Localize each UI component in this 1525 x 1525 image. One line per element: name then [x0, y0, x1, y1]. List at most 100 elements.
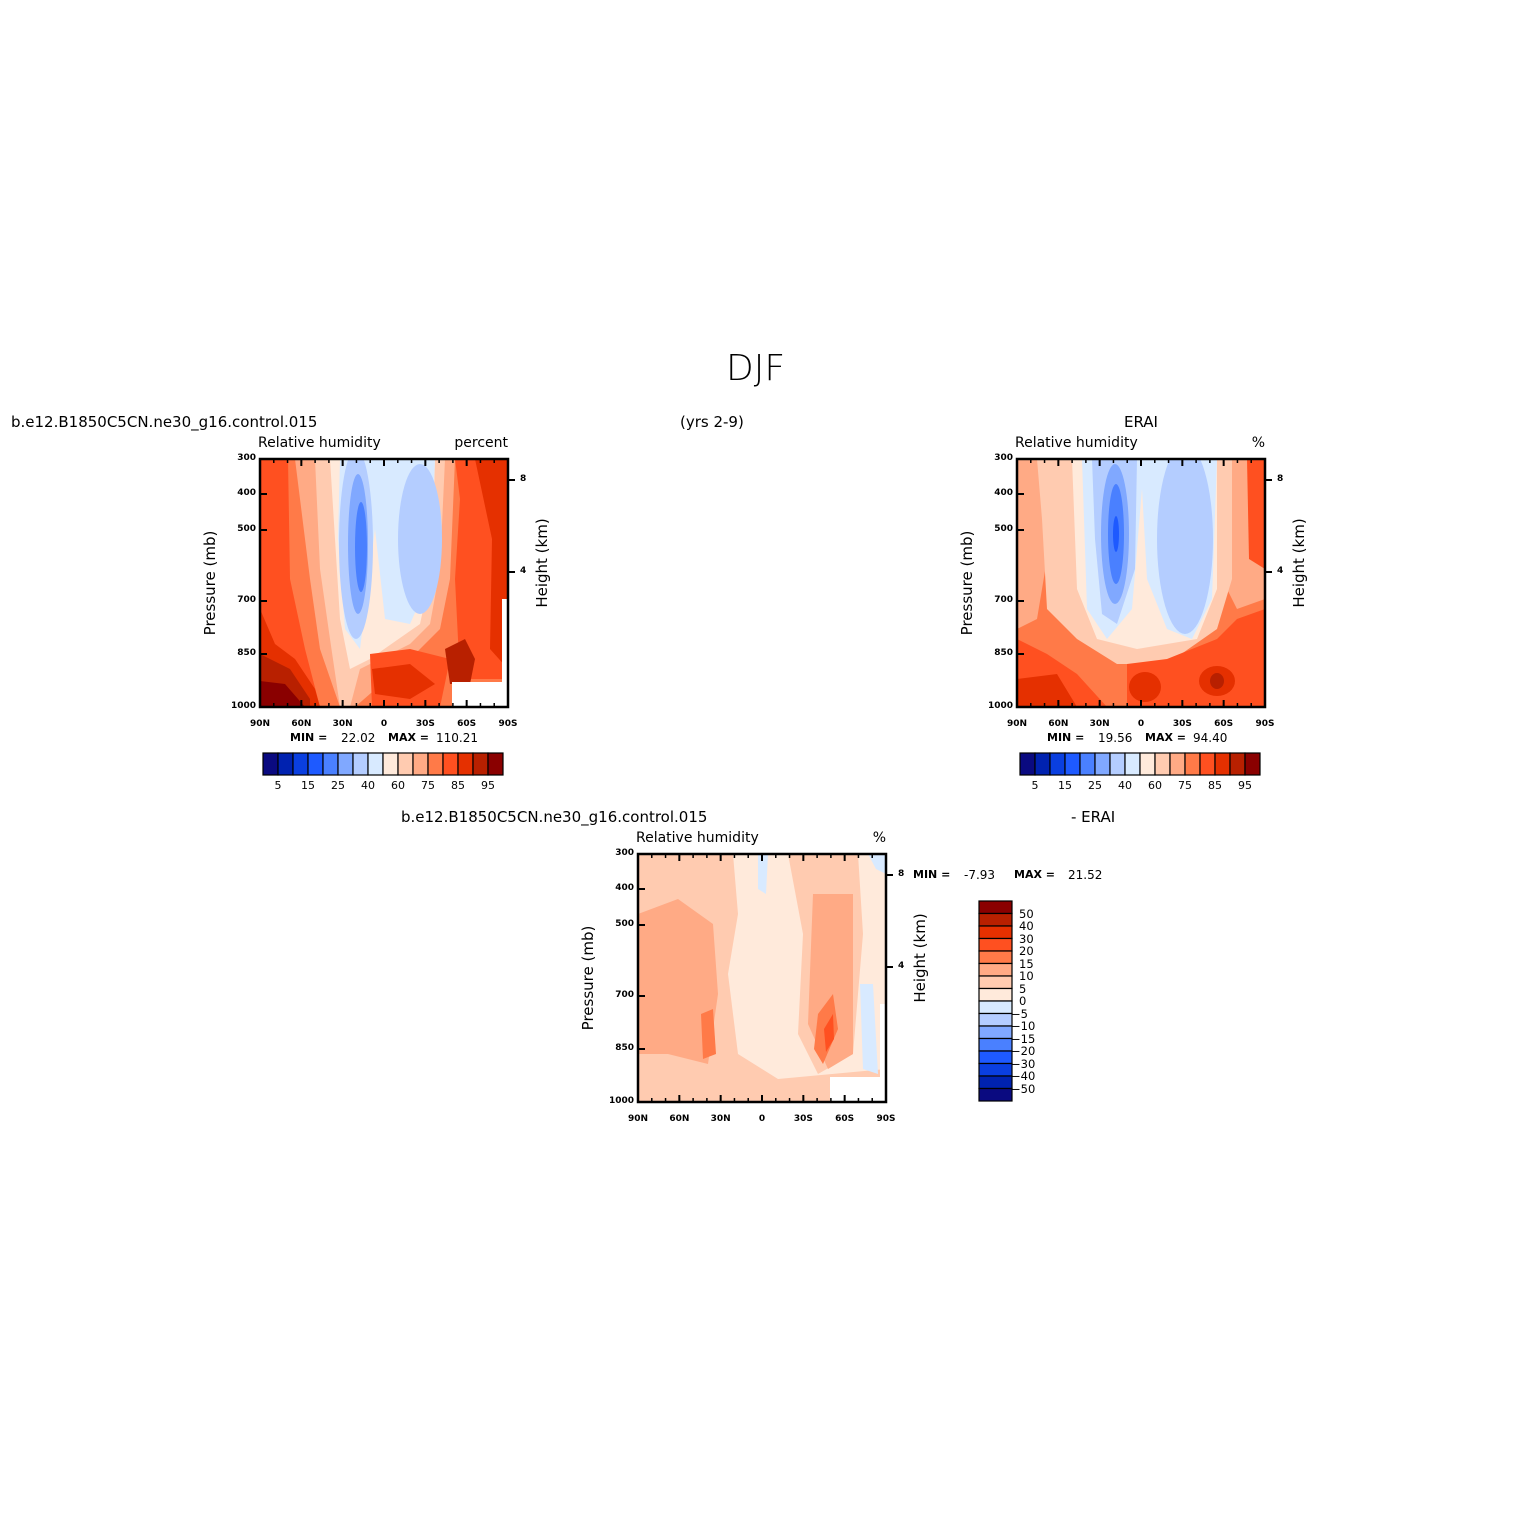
colorbar-box [1079, 752, 1096, 776]
colorbar-box [978, 925, 1013, 940]
colorbar-box [1244, 752, 1261, 776]
colorbar-box [352, 752, 369, 776]
left-string: Relative humidity [258, 435, 381, 451]
colorbar-label: 95 [1238, 779, 1252, 792]
colorbar-box [978, 1000, 1013, 1015]
y-tick-label: 300 [615, 848, 634, 858]
colorbar-label: −10 [1011, 1019, 1036, 1033]
contour-band [1113, 516, 1119, 552]
y-tick-label: 1000 [608, 1096, 634, 1106]
colorbar-box [978, 950, 1013, 965]
colorbar-label: 40 [1019, 919, 1034, 933]
colorbar-box [427, 752, 444, 776]
colorbar-box [412, 752, 429, 776]
right-string: percent [454, 435, 508, 451]
colorbar-label: 25 [331, 779, 345, 792]
contour-band [1210, 673, 1224, 689]
contour-band [475, 459, 508, 669]
x-tick-label: 60N [291, 719, 312, 729]
colorbar-box [1139, 752, 1156, 776]
panel-difference [638, 854, 886, 1102]
min-value: 19.56 [1098, 731, 1133, 745]
x-tick-label: 0 [758, 1114, 766, 1124]
contour-band [1247, 459, 1265, 569]
max-value: 94.40 [1193, 731, 1228, 745]
y-right-axis-label: Height (km) [533, 518, 551, 608]
colorbar-box [457, 752, 474, 776]
y-axis-label: Pressure (mb) [201, 530, 219, 636]
panel-model [260, 459, 508, 707]
colorbar-label: 60 [391, 779, 405, 792]
colorbar-box [978, 900, 1013, 915]
colorbar-label: 0 [1019, 994, 1027, 1008]
colorbar-label: 25 [1088, 779, 1102, 792]
colorbar-box [1094, 752, 1111, 776]
y-tick-label: 1000 [987, 701, 1013, 711]
colorbar-label: 20 [1019, 944, 1034, 958]
contour-band [398, 464, 442, 614]
y-right-tick-label: 4 [520, 566, 527, 576]
header-right: ERAI [1124, 413, 1158, 431]
x-tick-label: 90N [250, 719, 271, 729]
y-right-tick-label: 8 [520, 474, 527, 484]
y-axis-label: Pressure (mb) [958, 530, 976, 636]
colorbar-label: 40 [1118, 779, 1132, 792]
colorbar-box [262, 752, 279, 776]
x-tick-label: 90S [1255, 719, 1275, 729]
colorbar-label: 15 [1058, 779, 1072, 792]
colorbar-box [1109, 752, 1126, 776]
colorbar-label: −50 [1011, 1081, 1036, 1096]
y-tick-label: 700 [994, 595, 1013, 605]
contour-band [260, 681, 305, 707]
min-value: -7.93 [964, 868, 996, 882]
colorbar-label: 15 [1019, 956, 1034, 971]
x-tick-label: 60S [835, 1114, 855, 1124]
min-label: MIN = [290, 731, 328, 744]
min-value: 22.02 [341, 731, 376, 745]
colorbar-label: 15 [301, 779, 315, 792]
colorbar-box [1124, 752, 1141, 776]
header-left: b.e12.B1850C5CN.ne30_g16.control.015 [11, 413, 318, 431]
colorbar-label: 95 [481, 779, 495, 792]
min-label: MIN = [913, 868, 951, 881]
colorbar-box [1154, 752, 1171, 776]
colorbar-label: 50 [1019, 906, 1034, 921]
contour-band [868, 854, 886, 874]
y-right-axis-label: Height (km) [1290, 518, 1308, 608]
x-tick-label: 30N [710, 1114, 731, 1124]
contour-field [1017, 459, 1265, 707]
colorbar-box [322, 752, 339, 776]
min-label: MIN = [1047, 731, 1085, 744]
max-value: 110.21 [436, 731, 478, 745]
contour-band [758, 854, 768, 894]
colorbar-label: −30 [1011, 1056, 1036, 1071]
colorbar-label: 5 [1031, 779, 1039, 792]
colorbar-box [1034, 752, 1051, 776]
colorbar-box [978, 1062, 1013, 1077]
colorbar-box [978, 1012, 1013, 1027]
colorbar-box [487, 752, 504, 776]
x-tick-label: 30S [793, 1114, 813, 1124]
y-axis-label: Pressure (mb) [579, 925, 597, 1031]
colorbar-box [978, 1075, 1013, 1090]
x-tick-label: 60S [457, 719, 477, 729]
colorbar-label: 10 [1019, 969, 1034, 983]
colorbar-box [1064, 752, 1081, 776]
colorbar-label: 30 [1019, 931, 1034, 946]
contour-band [1017, 459, 1047, 629]
colorbar-box [978, 1087, 1013, 1102]
y-tick-label: 850 [615, 1043, 634, 1053]
colorbar-label: 40 [361, 779, 375, 792]
x-tick-label: 0 [1137, 719, 1145, 729]
colorbar-box [1049, 752, 1066, 776]
y-right-tick-label: 8 [898, 869, 905, 879]
colorbar-box [978, 975, 1013, 990]
contour-band [824, 1014, 834, 1052]
colorbar-box [277, 752, 294, 776]
contour-band [1157, 459, 1213, 634]
y-tick-label: 400 [994, 488, 1013, 498]
colorbar-box [442, 752, 459, 776]
colorbar-box [1229, 752, 1246, 776]
figure-title: DJF [726, 348, 786, 389]
